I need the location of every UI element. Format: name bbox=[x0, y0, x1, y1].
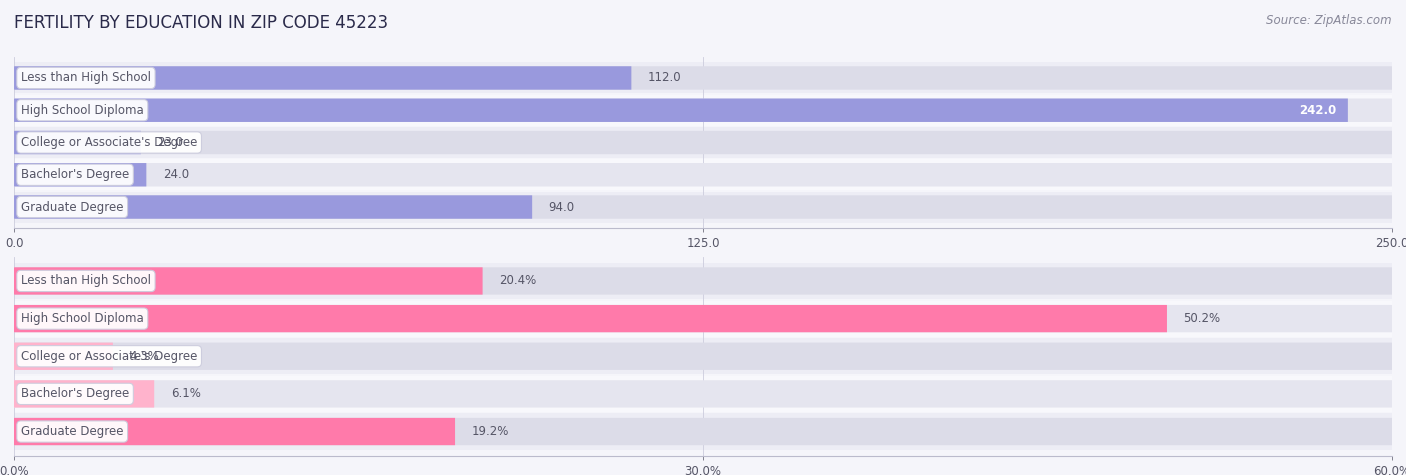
Text: 19.2%: 19.2% bbox=[471, 425, 509, 438]
FancyBboxPatch shape bbox=[14, 127, 1392, 158]
Text: 242.0: 242.0 bbox=[1299, 104, 1337, 117]
FancyBboxPatch shape bbox=[14, 305, 1167, 332]
Text: Less than High School: Less than High School bbox=[21, 275, 150, 287]
Text: High School Diploma: High School Diploma bbox=[21, 104, 143, 117]
FancyBboxPatch shape bbox=[14, 380, 1392, 408]
FancyBboxPatch shape bbox=[14, 159, 1392, 190]
FancyBboxPatch shape bbox=[14, 267, 1392, 294]
Text: 24.0: 24.0 bbox=[163, 168, 188, 181]
FancyBboxPatch shape bbox=[14, 98, 1392, 122]
Text: College or Associate's Degree: College or Associate's Degree bbox=[21, 350, 197, 363]
FancyBboxPatch shape bbox=[14, 95, 1392, 126]
Text: Bachelor's Degree: Bachelor's Degree bbox=[21, 168, 129, 181]
Text: 6.1%: 6.1% bbox=[170, 388, 201, 400]
Text: Bachelor's Degree: Bachelor's Degree bbox=[21, 388, 129, 400]
FancyBboxPatch shape bbox=[14, 305, 1392, 332]
FancyBboxPatch shape bbox=[14, 66, 1392, 90]
FancyBboxPatch shape bbox=[14, 66, 631, 90]
FancyBboxPatch shape bbox=[14, 163, 1392, 187]
Text: 20.4%: 20.4% bbox=[499, 275, 536, 287]
Text: FERTILITY BY EDUCATION IN ZIP CODE 45223: FERTILITY BY EDUCATION IN ZIP CODE 45223 bbox=[14, 14, 388, 32]
Text: 23.0: 23.0 bbox=[157, 136, 183, 149]
FancyBboxPatch shape bbox=[14, 418, 456, 445]
Text: Less than High School: Less than High School bbox=[21, 71, 150, 85]
FancyBboxPatch shape bbox=[14, 98, 1348, 122]
FancyBboxPatch shape bbox=[14, 131, 1392, 154]
Text: High School Diploma: High School Diploma bbox=[21, 312, 143, 325]
FancyBboxPatch shape bbox=[14, 131, 141, 154]
FancyBboxPatch shape bbox=[14, 342, 112, 370]
FancyBboxPatch shape bbox=[14, 163, 146, 187]
FancyBboxPatch shape bbox=[14, 301, 1392, 337]
FancyBboxPatch shape bbox=[14, 376, 1392, 412]
Text: Source: ZipAtlas.com: Source: ZipAtlas.com bbox=[1267, 14, 1392, 27]
Text: 94.0: 94.0 bbox=[548, 200, 575, 214]
Text: Graduate Degree: Graduate Degree bbox=[21, 425, 124, 438]
FancyBboxPatch shape bbox=[14, 267, 482, 294]
FancyBboxPatch shape bbox=[14, 413, 1392, 450]
FancyBboxPatch shape bbox=[14, 191, 1392, 222]
FancyBboxPatch shape bbox=[14, 195, 1392, 219]
Text: College or Associate's Degree: College or Associate's Degree bbox=[21, 136, 197, 149]
Text: 4.3%: 4.3% bbox=[129, 350, 159, 363]
Text: 112.0: 112.0 bbox=[648, 71, 682, 85]
Text: 50.2%: 50.2% bbox=[1184, 312, 1220, 325]
FancyBboxPatch shape bbox=[14, 195, 531, 219]
FancyBboxPatch shape bbox=[14, 338, 1392, 374]
FancyBboxPatch shape bbox=[14, 380, 155, 408]
FancyBboxPatch shape bbox=[14, 342, 1392, 370]
FancyBboxPatch shape bbox=[14, 263, 1392, 299]
FancyBboxPatch shape bbox=[14, 63, 1392, 94]
Text: Graduate Degree: Graduate Degree bbox=[21, 200, 124, 214]
FancyBboxPatch shape bbox=[14, 418, 1392, 445]
